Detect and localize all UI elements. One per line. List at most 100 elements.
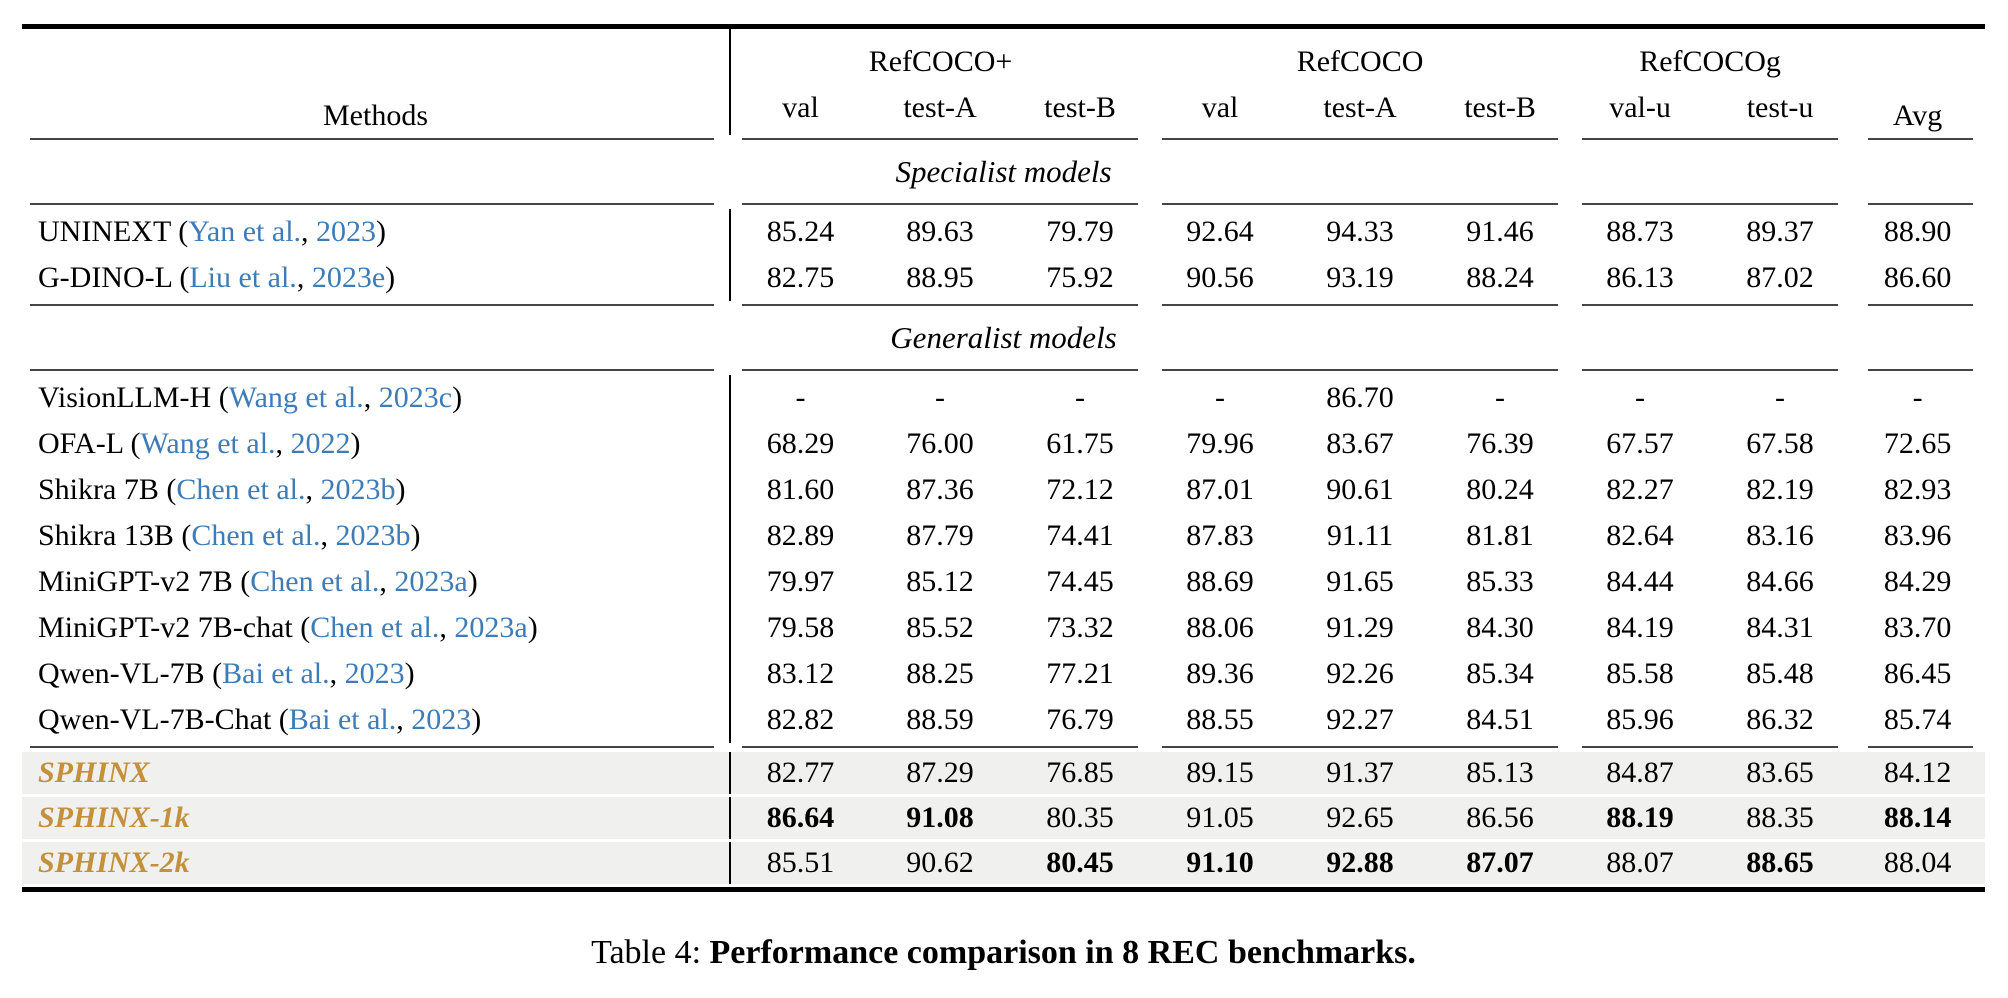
score-cell: 93.19: [1326, 261, 1394, 294]
citation-authors-link[interactable]: Bai et al.: [288, 703, 397, 736]
table-row: VisionLLM-H (Wang et al., 2023c) - - - - 86.7…: [22, 375, 1985, 421]
rule-line: [1582, 746, 1839, 748]
score-cell: 61.75: [1046, 427, 1114, 460]
rule-line: [1868, 203, 1974, 205]
subcol-refcoco-plus-test-b: test-B: [1044, 91, 1116, 124]
citation-year-link[interactable]: 2022: [290, 427, 351, 460]
rule-line: [742, 746, 1139, 748]
citation-year-link[interactable]: 2023b: [335, 519, 411, 552]
score-cell: 74.45: [1046, 565, 1114, 598]
score-cell: 76.85: [1010, 752, 1151, 797]
citation-authors-link[interactable]: Yan et al.: [188, 215, 302, 248]
table-row: MiniGPT-v2 7B-chat (Chen et al., 2023a) 7…: [22, 605, 1985, 651]
table-row: SPHINX 82.77 87.29 76.85 89.15 91.37 85.13 84.8…: [22, 752, 1986, 797]
rule-row: [22, 135, 1985, 144]
score-cell: 83.67: [1326, 427, 1394, 460]
score-cell: 91.37: [1290, 752, 1431, 797]
citation-year-link[interactable]: 2023: [316, 215, 377, 248]
method-cell: Shikra 7B (Chen et al., 2023b): [22, 467, 731, 513]
score-cell: 88.19: [1570, 795, 1711, 842]
score-cell: 82.82: [766, 703, 835, 736]
citation-year-link[interactable]: 2023: [411, 703, 472, 736]
score-cell: 85.13: [1430, 752, 1571, 797]
citation-authors-link[interactable]: Bai et al.: [222, 657, 330, 690]
citation-year-link[interactable]: 2023e: [311, 261, 386, 294]
method-cell: MiniGPT-v2 7B (Chen et al., 2023a): [22, 559, 731, 605]
method-cell: G-DINO-L (Liu et al., 2023e): [22, 255, 731, 301]
score-cell: 84.87: [1570, 752, 1711, 797]
score-cell: 85.12: [906, 565, 974, 598]
citation-year-link[interactable]: 2023b: [320, 473, 396, 506]
score-cell: 81.81: [1466, 519, 1534, 552]
method-name: SPHINX: [38, 756, 150, 789]
citation-authors-link[interactable]: Wang et al.: [228, 381, 364, 414]
score-cell: 72.12: [1046, 473, 1114, 506]
rule-line: [1868, 138, 1974, 140]
score-cell: 87.07: [1430, 840, 1571, 887]
rule-line: [1582, 138, 1839, 140]
score-cell: 91.10: [1150, 840, 1291, 887]
score-cell: 73.32: [1046, 611, 1114, 644]
rule-line: [1868, 746, 1974, 748]
score-cell: 88.95: [906, 261, 974, 294]
citation-year-link[interactable]: 2023c: [378, 381, 453, 414]
citation-authors-link[interactable]: Chen et al.: [250, 565, 380, 598]
rule-line: [30, 138, 714, 140]
score-cell: 91.65: [1326, 565, 1394, 598]
citation-authors-link[interactable]: Chen et al.: [310, 611, 440, 644]
citation-authors-link[interactable]: Chen et al.: [176, 473, 306, 506]
score-cell: 88.90: [1883, 215, 1952, 248]
score-cell: 82.89: [766, 519, 835, 552]
table-row: Qwen-VL-7B (Bai et al., 2023) 83.12 88.25 7…: [22, 651, 1985, 697]
score-cell: 89.37: [1746, 215, 1814, 248]
rule-line: [1868, 304, 1974, 306]
score-cell: -: [1075, 381, 1086, 414]
method-cell: Qwen-VL-7B (Bai et al., 2023): [22, 651, 731, 697]
rule-line: [742, 203, 1139, 205]
score-cell: 88.04: [1850, 840, 1986, 887]
table-row: Qwen-VL-7B-Chat (Bai et al., 2023) 82.82 8…: [22, 697, 1985, 743]
score-cell: 86.45: [1883, 657, 1952, 690]
score-cell: 87.29: [870, 752, 1010, 797]
score-cell: 77.21: [1046, 657, 1114, 690]
score-cell: 87.83: [1186, 519, 1254, 552]
score-cell: 85.33: [1466, 565, 1534, 598]
rule-line: [1162, 304, 1559, 306]
method-name: MiniGPT-v2 7B: [38, 565, 233, 598]
score-cell: 82.77: [730, 752, 870, 797]
citation-year-link[interactable]: 2023: [344, 657, 405, 690]
score-cell: 76.79: [1046, 703, 1114, 736]
citation-year-link[interactable]: 2023a: [454, 611, 528, 644]
score-cell: 72.65: [1883, 427, 1952, 460]
score-cell: 87.02: [1746, 261, 1814, 294]
rule-line: [1162, 138, 1559, 140]
score-cell: 76.00: [906, 427, 974, 460]
score-cell: 83.12: [766, 657, 835, 690]
citation-authors-link[interactable]: Liu et al.: [189, 261, 297, 294]
score-cell: 88.14: [1850, 795, 1986, 842]
score-cell: 83.96: [1883, 519, 1952, 552]
table-top-rule: [22, 24, 1985, 29]
citation-authors-link[interactable]: Wang et al.: [140, 427, 276, 460]
score-cell: 88.35: [1710, 795, 1851, 842]
score-cell: 86.13: [1606, 261, 1674, 294]
rule-row: [22, 366, 1985, 375]
method-cell: Qwen-VL-7B-Chat (Bai et al., 2023): [22, 697, 731, 743]
method-name: VisionLLM-H: [38, 381, 212, 414]
citation-authors-link[interactable]: Chen et al.: [191, 519, 321, 552]
score-cell: 82.19: [1746, 473, 1814, 506]
score-cell: 88.69: [1186, 565, 1254, 598]
score-cell: 85.74: [1883, 703, 1952, 736]
score-cell: 84.12: [1850, 752, 1986, 797]
subcol-refcoco-plus-test-a: test-A: [903, 91, 977, 124]
score-cell: 80.35: [1010, 795, 1151, 842]
score-cell: 92.27: [1326, 703, 1394, 736]
score-cell: -: [935, 381, 945, 414]
citation-year-link[interactable]: 2023a: [394, 565, 468, 598]
rule-line: [1582, 203, 1839, 205]
method-name: UNINEXT: [38, 215, 171, 248]
score-cell: -: [1495, 381, 1506, 414]
section-header-row: Generalist models: [22, 310, 1985, 366]
score-cell: 79.79: [1046, 215, 1114, 248]
rule-line: [1162, 203, 1559, 205]
